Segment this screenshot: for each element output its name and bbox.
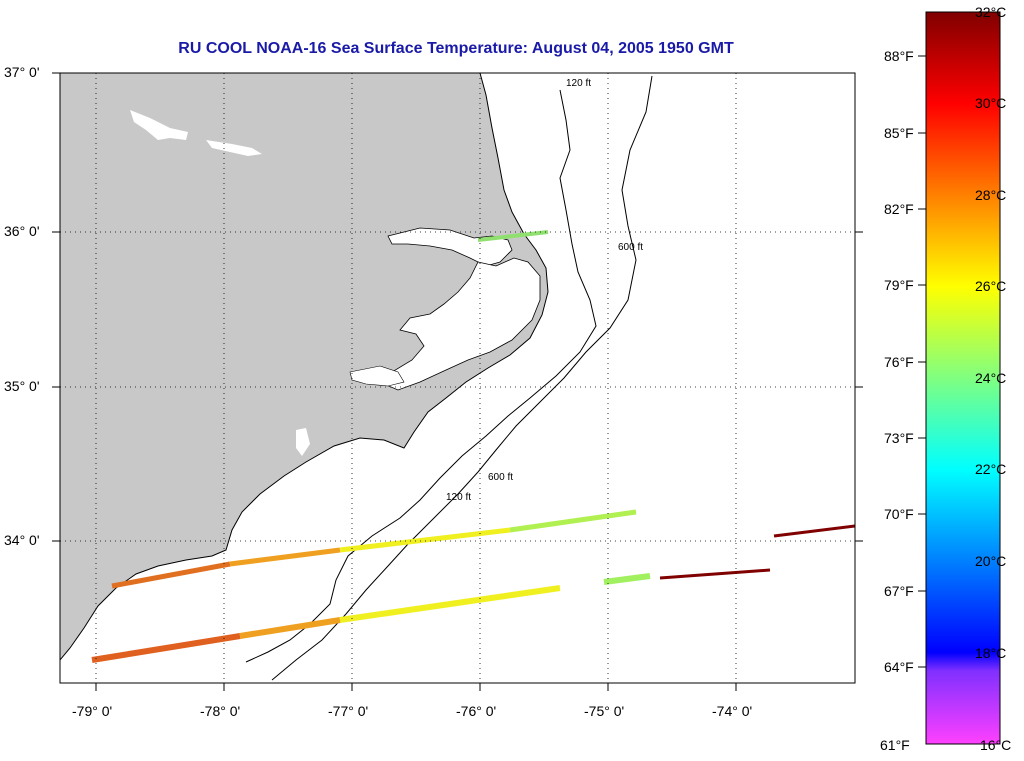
- graticule: [60, 73, 855, 683]
- cb-f-82: 82°F: [884, 201, 914, 217]
- sst-swath-lower: [91, 633, 241, 663]
- cb-c-22: 22°C: [975, 461, 1006, 477]
- cb-c-26: 26°C: [975, 278, 1006, 294]
- colorbar-ticks: [918, 55, 926, 668]
- lat-label-36: 36° 0': [4, 223, 40, 239]
- cb-c-32: 32°C: [975, 4, 1006, 20]
- cb-f-67: 67°F: [884, 583, 914, 599]
- sst-swath-lower-e: [659, 568, 771, 580]
- cb-c-20: 20°C: [975, 553, 1006, 569]
- cb-f-79: 79°F: [884, 277, 914, 293]
- lon-label-78: -78° 0': [200, 703, 240, 719]
- lon-label-74: -74° 0': [712, 703, 752, 719]
- lon-label-76: -76° 0': [456, 703, 496, 719]
- map-ticks: [52, 72, 863, 691]
- contour-label-600: 600 ft: [618, 242, 643, 253]
- sst-swath-far: [773, 524, 855, 538]
- neuse-river: [349, 365, 405, 387]
- lake: [130, 110, 188, 140]
- sst-swath-upper: [111, 561, 231, 589]
- lon-label-75: -75° 0': [584, 703, 624, 719]
- land-mass: [60, 73, 549, 661]
- lon-label-79: -79° 0': [72, 703, 112, 719]
- cb-c-18: 18°C: [975, 645, 1006, 661]
- cb-f-64: 64°F: [884, 659, 914, 675]
- cb-f-88: 88°F: [884, 48, 914, 64]
- sst-swath-upper-d: [509, 509, 637, 533]
- cb-f-61: 61°F: [880, 737, 910, 753]
- sst-swath-lower-d: [603, 573, 651, 585]
- contour-label-120: 120 ft: [566, 78, 591, 89]
- lat-label-35: 35° 0': [4, 378, 40, 394]
- contour-120ft: [245, 89, 597, 663]
- cb-f-70: 70°F: [884, 506, 914, 522]
- lat-label-34: 34° 0': [4, 532, 40, 548]
- sst-swath-upper-b: [229, 547, 341, 567]
- cb-f-73: 73°F: [884, 430, 914, 446]
- cb-c-30: 30°C: [975, 95, 1006, 111]
- sst-swath-lower-c: [339, 585, 561, 623]
- pamlico-sound: [383, 257, 541, 391]
- contour-label-120-b: 120 ft: [446, 492, 471, 503]
- cb-c-24: 24°C: [975, 370, 1006, 386]
- sst-swath-lower-b: [239, 617, 341, 639]
- sst-swath-upper-c: [339, 527, 511, 553]
- contour-label-600-b: 600 ft: [488, 472, 513, 483]
- lon-label-77: -77° 0': [328, 703, 368, 719]
- albemarle-sound: [387, 227, 513, 267]
- cb-f-76: 76°F: [884, 354, 914, 370]
- lake-2: [206, 140, 262, 156]
- map-title: RU COOL NOAA-16 Sea Surface Temperature:…: [178, 40, 734, 57]
- colorbar: [925, 11, 1001, 745]
- cb-f-85: 85°F: [884, 125, 914, 141]
- contour-600ft: [271, 75, 653, 681]
- lat-label-37: 37° 0': [4, 64, 40, 80]
- cb-c-16: 16°C: [980, 737, 1011, 753]
- sst-swath-sound: [477, 230, 549, 242]
- lake-3: [296, 428, 310, 456]
- cb-c-28: 28°C: [975, 187, 1006, 203]
- map-frame: [59, 72, 856, 684]
